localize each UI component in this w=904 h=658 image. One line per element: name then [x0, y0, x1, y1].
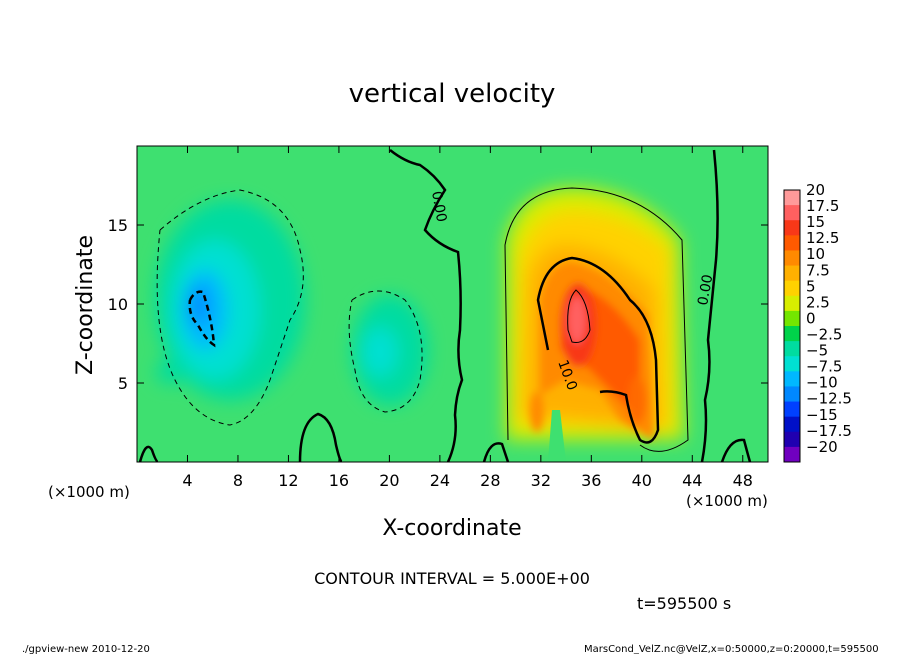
footer-right: MarsCond_VelZ.nc@VelZ,x=0:50000,z=0:2000… — [584, 644, 879, 654]
colorbar-label: 15 — [806, 213, 825, 231]
x-tick-label: 28 — [480, 471, 500, 490]
colorbar-swatch — [784, 280, 800, 297]
negative-contour-core — [188, 290, 216, 348]
colorbar-label: −5 — [806, 342, 828, 360]
colorbar-label: −20 — [806, 438, 838, 456]
colorbar-label: 7.5 — [806, 261, 830, 279]
colorbar-swatch — [784, 220, 800, 236]
colorbar-swatch — [784, 190, 800, 206]
colorbar-label: −17.5 — [806, 422, 852, 440]
colorbar-label: −10 — [806, 374, 838, 392]
contour-lines — [138, 149, 752, 462]
x-tick-label: 20 — [379, 471, 399, 490]
y-axis-ticks: 5 10 15 — [108, 216, 768, 393]
chart-title: vertical velocity — [349, 79, 556, 109]
colorbar-label: −15 — [806, 406, 838, 424]
colorbar: 2017.51512.5107.552.50−2.5−5−7.5−10−12.5… — [783, 181, 852, 463]
zero-contour-right — [700, 149, 719, 462]
y-axis-title: Z-coordinate — [73, 235, 98, 375]
fifteen-contour — [567, 289, 591, 343]
x-axis-ticks: 4 8 12 16 20 24 28 32 36 40 44 48 — [182, 146, 753, 490]
ground-contour-mid — [298, 412, 343, 462]
footer-left: ./gpview-new 2010-12-20 — [22, 644, 150, 654]
colorbar-label: 17.5 — [806, 197, 839, 215]
colorbar-label: −2.5 — [806, 326, 842, 344]
plot-area: 0.00 0.00 10.0 4 8 12 16 20 24 28 32 36 40 44 48 51… — [108, 145, 769, 490]
x-tick-label: 48 — [733, 471, 753, 490]
colorbar-label: 5 — [806, 277, 816, 295]
colorbar-frame — [783, 189, 801, 463]
time-label: t=595500 s — [637, 594, 731, 613]
x-axis-unit: (×1000 m) — [686, 492, 768, 510]
contour-label-zero-right: 0.00 — [695, 273, 716, 306]
y-tick-label: 10 — [108, 295, 128, 314]
ten-contour — [536, 256, 660, 444]
colorbar-swatch — [784, 431, 800, 448]
five-contour — [504, 187, 689, 452]
x-tick-label: 4 — [182, 471, 192, 490]
y-axis-unit: (×1000 m) — [48, 483, 130, 501]
colorbar-label: −12.5 — [806, 390, 852, 408]
colorbar-label: 0 — [806, 309, 816, 327]
y-tick-label: 15 — [108, 216, 128, 235]
colorbar-swatch — [784, 446, 800, 463]
zero-contour-left — [389, 149, 464, 462]
x-tick-label: 36 — [581, 471, 601, 490]
colorbar-label: 2.5 — [806, 293, 830, 311]
ground-contour-far — [720, 438, 752, 462]
colorbar-swatch — [784, 341, 800, 357]
colorbar-swatch — [784, 295, 800, 312]
colorbar-swatch — [784, 310, 800, 327]
colorbar-swatch — [784, 386, 800, 403]
x-tick-label: 24 — [430, 471, 450, 490]
contour-label-zero-left: 0.00 — [428, 190, 449, 223]
colorbar-label: 10 — [806, 245, 825, 263]
colorbar-label: 12.5 — [806, 229, 839, 247]
colorbar-label: 20 — [806, 181, 825, 199]
x-tick-label: 40 — [632, 471, 652, 490]
y-tick-label: 5 — [118, 374, 128, 393]
downdraft-field — [155, 200, 428, 405]
colorbar-label: −7.5 — [806, 358, 842, 376]
colorbar-swatch — [784, 235, 800, 251]
colorbar-swatch — [784, 250, 800, 267]
contour-interval-label: CONTOUR INTERVAL = 5.000E+00 — [314, 569, 590, 588]
ground-contour-left — [138, 445, 159, 462]
x-tick-label: 44 — [682, 471, 702, 490]
negative-contour-mid — [348, 290, 423, 413]
colorbar-swatch — [784, 265, 800, 282]
x-axis-title: X-coordinate — [382, 516, 521, 541]
x-tick-label: 16 — [329, 471, 349, 490]
x-tick-label: 8 — [233, 471, 243, 490]
colorbar-swatch — [784, 326, 800, 342]
x-tick-label: 12 — [278, 471, 298, 490]
colorbar-swatch — [784, 416, 800, 433]
colorbar-swatch — [784, 356, 800, 372]
ground-contour-right — [482, 442, 510, 462]
colorbar-swatch — [784, 205, 800, 221]
x-tick-label: 32 — [531, 471, 551, 490]
colorbar-swatch — [784, 371, 800, 387]
colorbar-swatch — [784, 401, 800, 418]
